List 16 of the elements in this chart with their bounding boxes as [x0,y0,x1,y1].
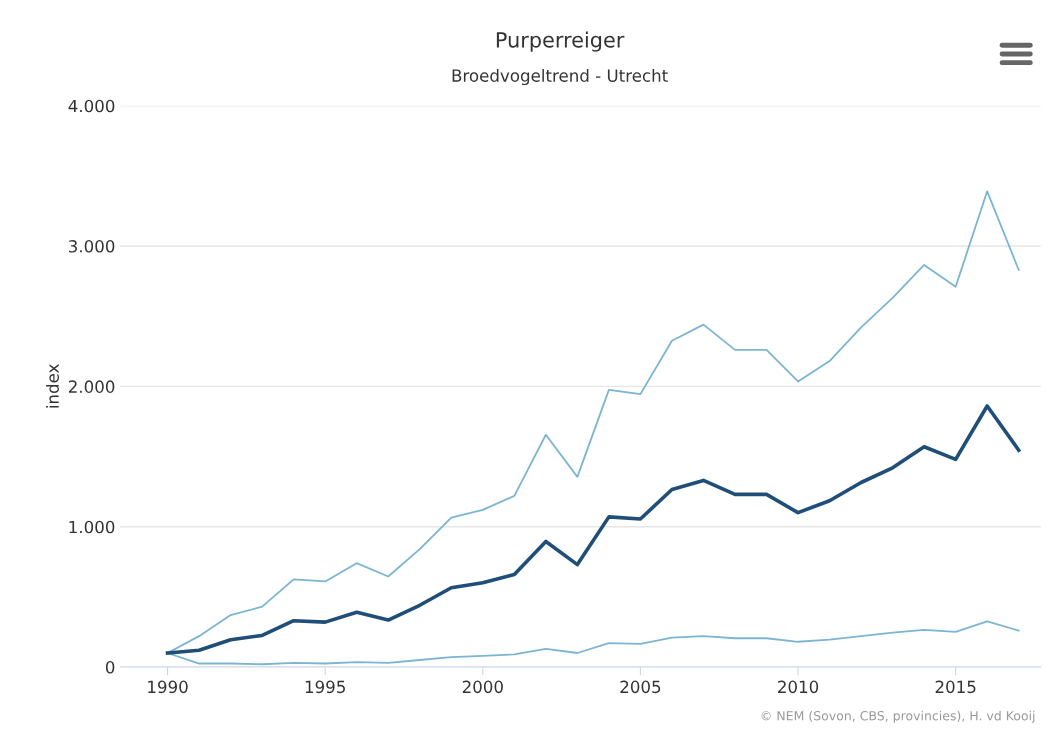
line-series [165,404,1021,655]
y-tick-label: 0 [105,661,115,674]
chart-title: Purperreiger [496,31,625,52]
x-tick-label: 1990 [148,680,188,694]
x-tick-label: 1995 [305,680,345,694]
y-tick-label: 2.000 [68,380,115,393]
x-tick-label: 2000 [462,680,503,694]
x-tick-label: 2005 [620,680,661,694]
y-tick-label: 1.000 [69,520,115,534]
y-tick-label: 4.000 [68,99,115,113]
chart-subtitle: Broedvogeltrend - Utrecht [452,68,668,86]
y-tick-label: 3.000 [68,240,115,253]
y-axis-title: index [46,364,59,408]
x-tick-label: 2010 [778,680,819,694]
text: © NEM (Sovon, CBS, provincies), H. vd Kooij [761,710,1035,723]
x-tick-label: 2015 [935,680,976,694]
